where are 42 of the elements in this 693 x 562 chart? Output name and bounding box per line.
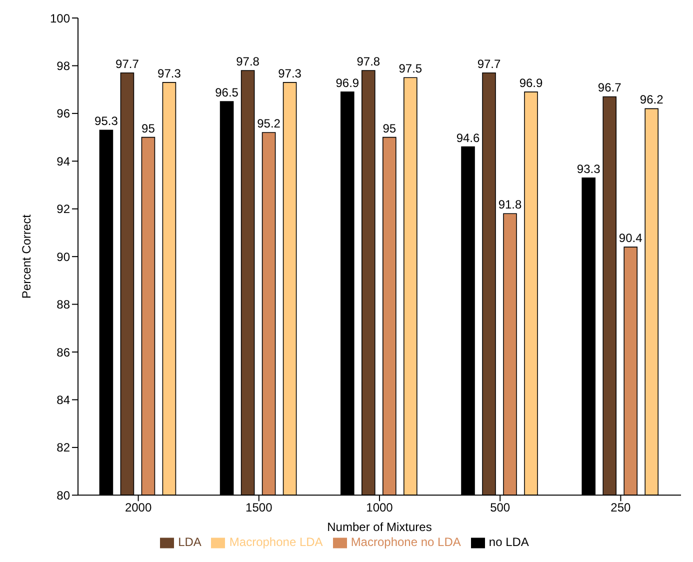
data-label: 96.7 xyxy=(598,80,622,95)
data-label: 97.3 xyxy=(158,66,182,80)
legend-label: no LDA xyxy=(488,535,529,550)
data-label: 96.9 xyxy=(519,76,544,90)
data-label: 96.2 xyxy=(640,92,664,107)
x-tick-label: 1000 xyxy=(366,500,394,515)
data-label: 93.3 xyxy=(576,162,601,176)
x-tick-label: 250 xyxy=(610,500,632,515)
y-tick-label: 82 xyxy=(56,440,70,455)
data-label: 95 xyxy=(382,121,396,136)
y-tick-label: 86 xyxy=(56,345,70,360)
data-label: 97.3 xyxy=(278,66,302,80)
x-tick-label: 1500 xyxy=(246,500,273,515)
data-label: 96.9 xyxy=(336,76,360,90)
y-tick-label: 92 xyxy=(56,202,70,216)
data-label: 95.2 xyxy=(257,116,281,131)
data-label: 90.4 xyxy=(618,231,643,246)
y-tick-label: 98 xyxy=(56,58,70,73)
y-tick-label: 100 xyxy=(50,11,70,26)
data-label: 95.3 xyxy=(94,114,118,128)
y-tick-label: 88 xyxy=(56,298,70,312)
y-tick-label: 84 xyxy=(56,392,70,407)
data-label: 97.8 xyxy=(236,54,260,68)
data-label: 97.8 xyxy=(356,54,380,68)
x-tick-label: 500 xyxy=(490,500,510,515)
data-label: 97.7 xyxy=(477,56,502,71)
legend-label: LDA xyxy=(178,535,202,550)
data-label: 97.7 xyxy=(116,56,140,71)
data-label: 94.6 xyxy=(456,130,480,145)
y-tick-label: 90 xyxy=(56,250,70,264)
x-axis-title: Number of Mixtures xyxy=(327,520,432,534)
data-label: 95 xyxy=(142,121,156,136)
x-tick-label: 2000 xyxy=(124,500,152,515)
legend-label: Macrophone LDA xyxy=(229,535,323,550)
y-tick-label: 80 xyxy=(56,488,70,502)
legend-label: Macrophone no LDA xyxy=(350,535,461,550)
y-axis-title: Percent Correct xyxy=(19,214,34,299)
y-tick-label: 96 xyxy=(56,106,70,121)
y-tick-label: 94 xyxy=(56,154,70,168)
data-label: 97.5 xyxy=(398,62,422,76)
data-label: 96.5 xyxy=(215,86,239,100)
data-label: 91.8 xyxy=(498,198,522,212)
